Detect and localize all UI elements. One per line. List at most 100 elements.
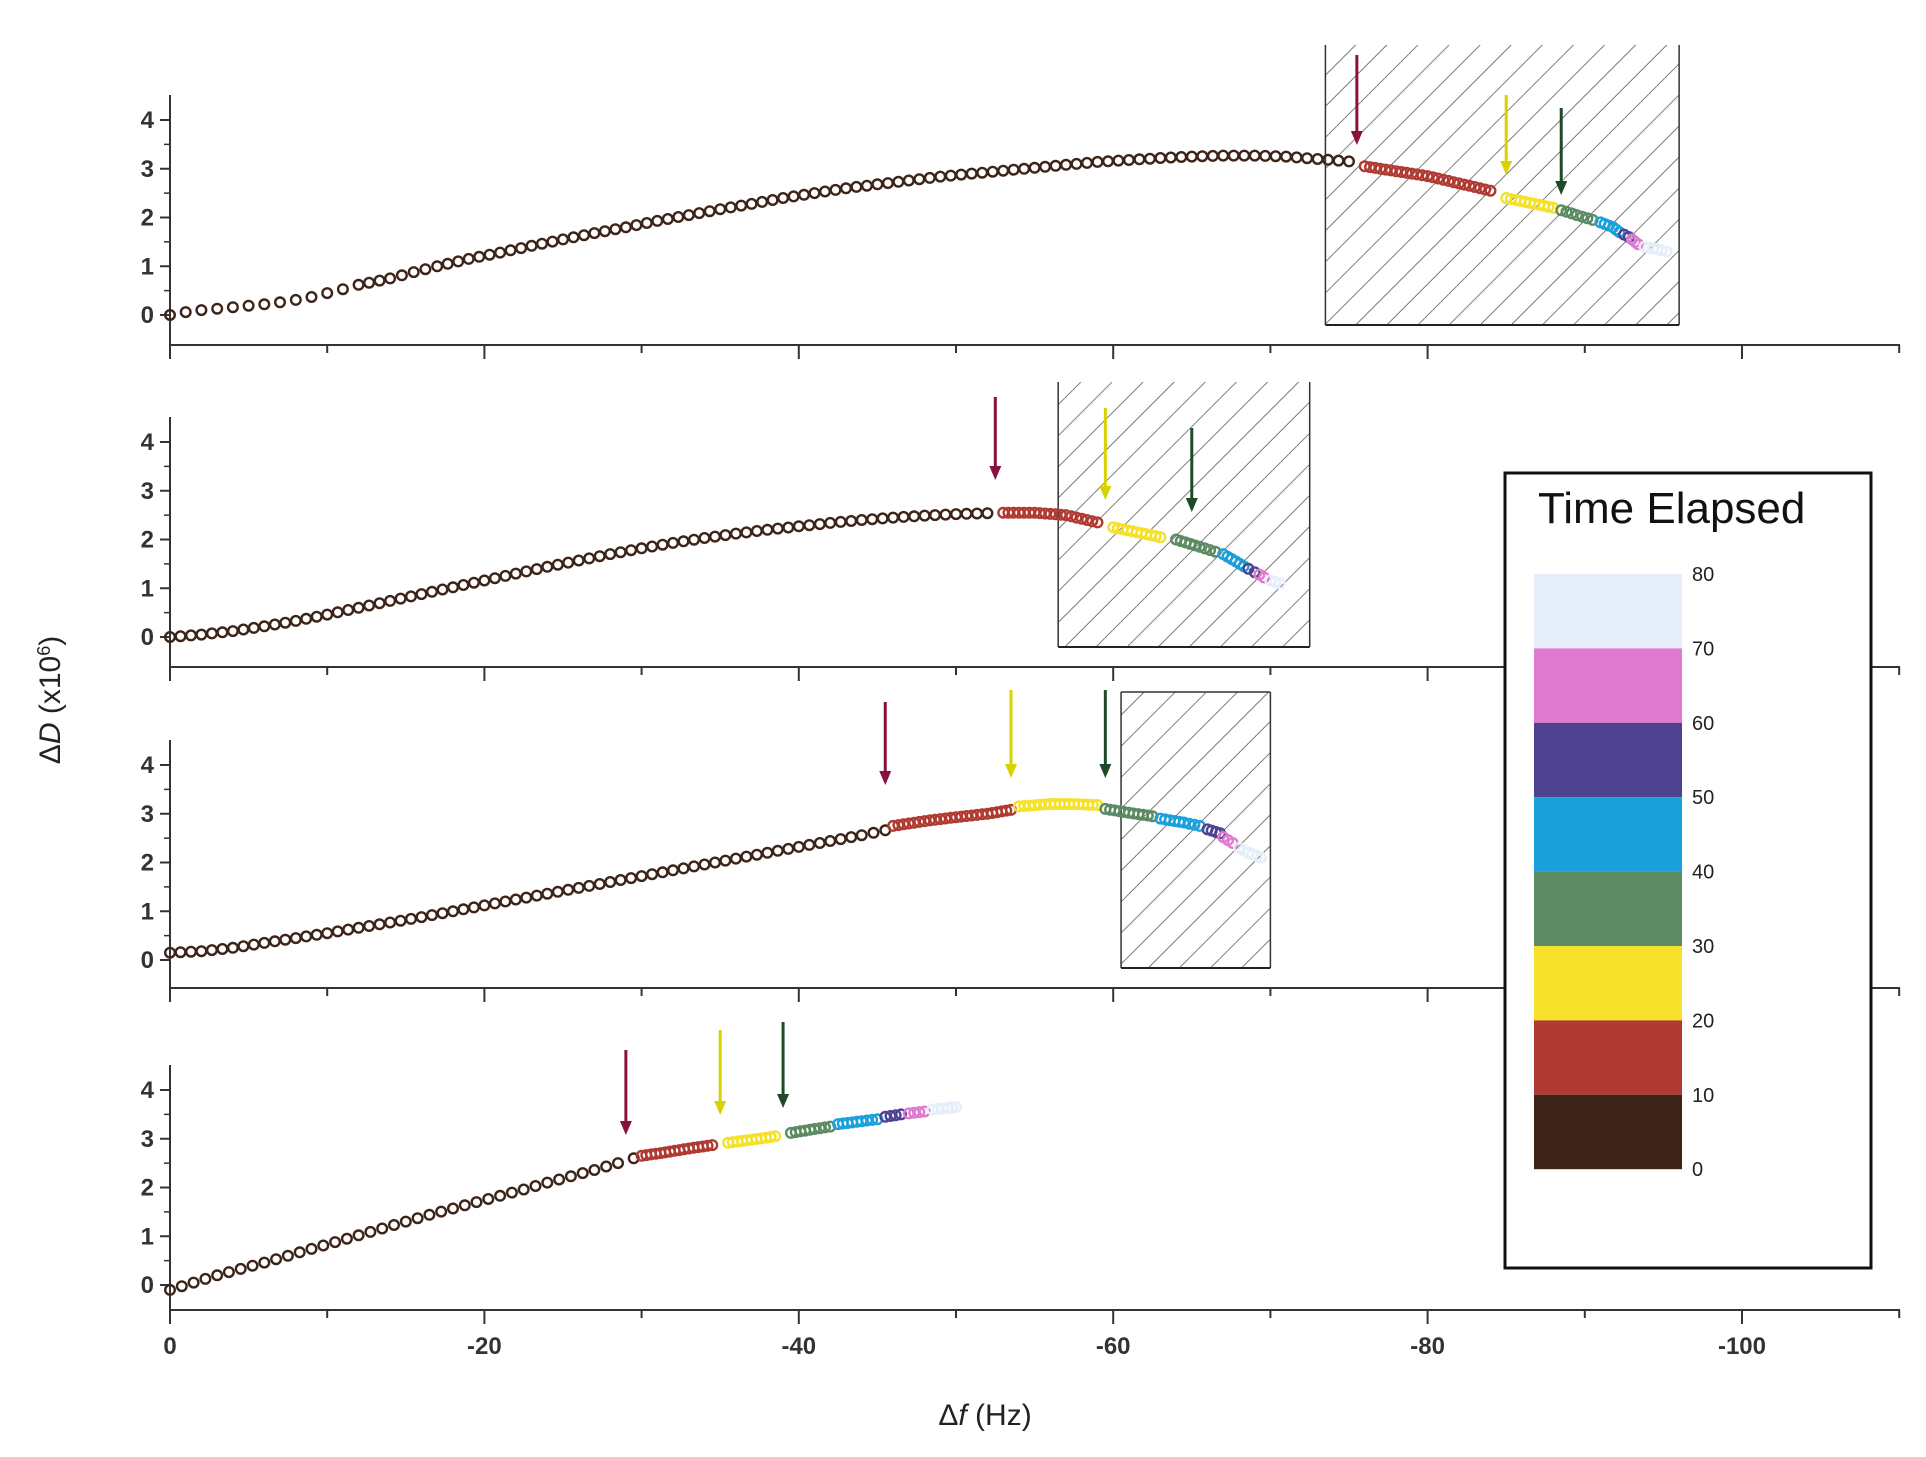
panel-2-data-point <box>792 520 805 533</box>
panel-1-data-point <box>892 175 905 188</box>
panel-3-data-point <box>530 889 543 902</box>
panel-1-data-point <box>609 223 622 236</box>
panel-1-data-point <box>798 188 811 201</box>
panel-2-data-point <box>866 513 879 526</box>
panel-4-y-tick-label: 1 <box>141 1223 154 1250</box>
panel-1-data-point <box>976 166 989 179</box>
panel-3-data-point <box>855 829 868 842</box>
panel-3-data-point <box>792 840 805 853</box>
panel-3-y-tick-label: 0 <box>141 947 154 974</box>
panel-3-data-point <box>174 946 187 959</box>
panel-2-data-point <box>237 623 250 636</box>
panel-1-data-point <box>1442 174 1455 187</box>
panel-2-data-point <box>1193 540 1206 553</box>
panel-1-data-point <box>829 183 842 196</box>
legend-color-band <box>1534 946 1682 1021</box>
panel-3-data-point <box>331 925 344 938</box>
panel-2-data-point <box>467 576 480 589</box>
panel-2-data-point <box>373 597 386 610</box>
panel-1-data-point <box>1437 173 1450 186</box>
panel-1-data-point <box>1280 150 1293 163</box>
panel-4-data-point <box>600 1160 613 1173</box>
panel-4-data-point <box>918 1105 931 1118</box>
panel-2-data-point <box>1149 530 1162 543</box>
panel-2-data-point <box>478 574 491 587</box>
panel-4-data-point <box>270 1253 283 1266</box>
panel-3-data-point <box>583 879 596 892</box>
panel-1-data-point <box>1555 204 1568 217</box>
panel-3-data-point <box>867 826 880 839</box>
panel-2-data-point <box>740 526 753 539</box>
panel-3-y-tick-label: 1 <box>141 898 154 925</box>
panel-4-data-point <box>211 1269 224 1282</box>
panel-1-y-tick-label: 0 <box>141 302 154 329</box>
panel-4-data-point <box>435 1205 448 1218</box>
panel-3-data-point <box>300 930 313 943</box>
panel-3-data-point <box>625 872 638 885</box>
panel-4-data-point <box>470 1196 483 1209</box>
y-axis-title-symbol: Δ <box>34 744 67 764</box>
panel-2-data-point <box>981 507 994 520</box>
panel-1-data-point <box>1028 161 1041 174</box>
panel-2-data-point <box>771 522 784 535</box>
panel-2-data-point <box>960 507 973 520</box>
panel-2-y-tick-label: 0 <box>141 624 154 651</box>
panel-1-data-point <box>1432 172 1445 185</box>
x-axis-title-symbol: Δ <box>938 1399 958 1432</box>
panel-1-data-point <box>965 167 978 180</box>
x-tick-label: -60 <box>1096 1333 1131 1360</box>
panel-1-data-point <box>289 293 302 306</box>
panel-3-y-tick-label: 3 <box>141 801 154 828</box>
panel-1-data-point <box>1468 180 1481 193</box>
panel-2-data-point <box>908 510 921 523</box>
panel-2-y-tick-label: 4 <box>141 429 155 456</box>
panel-4-data-point <box>187 1276 200 1289</box>
panel-1-data-point <box>1576 210 1589 223</box>
panel-4-data-point <box>352 1229 365 1242</box>
panel-2-data-point <box>887 511 900 524</box>
panel-3-data-point <box>761 846 774 859</box>
panel-1-data-point <box>578 229 591 242</box>
panel-1-data-point <box>1227 149 1240 162</box>
panel-2-data-point <box>226 625 239 638</box>
panel-3-data-point <box>604 876 617 889</box>
panel-4-data-point <box>517 1183 530 1196</box>
panel-2-data-point <box>530 563 543 576</box>
panel-3-data-point <box>342 923 355 936</box>
panel-3-data-point <box>310 928 323 941</box>
panel-1-data-point <box>672 210 685 223</box>
panel-3-data-point <box>258 936 271 949</box>
panel-4-data-point <box>258 1256 271 1269</box>
panel-3-data-point <box>541 887 554 900</box>
legend-color-band <box>1534 1094 1682 1170</box>
legend-tick-label: 30 <box>1692 936 1714 958</box>
panel-2-arrow-head <box>1099 486 1112 500</box>
panel-4-data-point <box>293 1246 306 1259</box>
panel-1-data-point <box>1217 149 1230 162</box>
panel-3-data-point <box>352 921 365 934</box>
panel-1-data-point <box>1039 160 1052 173</box>
panel-1-data-point <box>373 274 386 287</box>
panel-1-data-point <box>1196 150 1209 163</box>
panel-2-data-point <box>604 548 617 561</box>
panel-2-y-tick-label: 2 <box>141 527 154 554</box>
panel-3-data-point <box>247 938 260 951</box>
panel-3-data-point <box>467 901 480 914</box>
panel-3-data-point <box>803 838 816 851</box>
legend-color-band <box>1534 722 1682 798</box>
panel-2-data-point <box>971 507 984 520</box>
panel-2-data-point <box>656 538 669 551</box>
panel-1-data-point <box>384 272 397 285</box>
panel-2-data-point <box>394 592 407 605</box>
panel-1-data-point <box>1447 176 1460 189</box>
legend-tick-label: 80 <box>1692 564 1714 586</box>
panel-1-data-point <box>682 209 695 222</box>
panel-2-data-point <box>834 515 847 528</box>
panel-1-data-point <box>1133 153 1146 166</box>
panel-2-data-point <box>729 527 742 540</box>
panel-2-data-point <box>709 530 722 543</box>
panel-1-y-tick-label: 1 <box>141 253 154 280</box>
panel-1-data-point <box>1290 151 1303 164</box>
panel-3-data-point <box>268 935 281 948</box>
panel-2-data-point <box>614 546 627 559</box>
